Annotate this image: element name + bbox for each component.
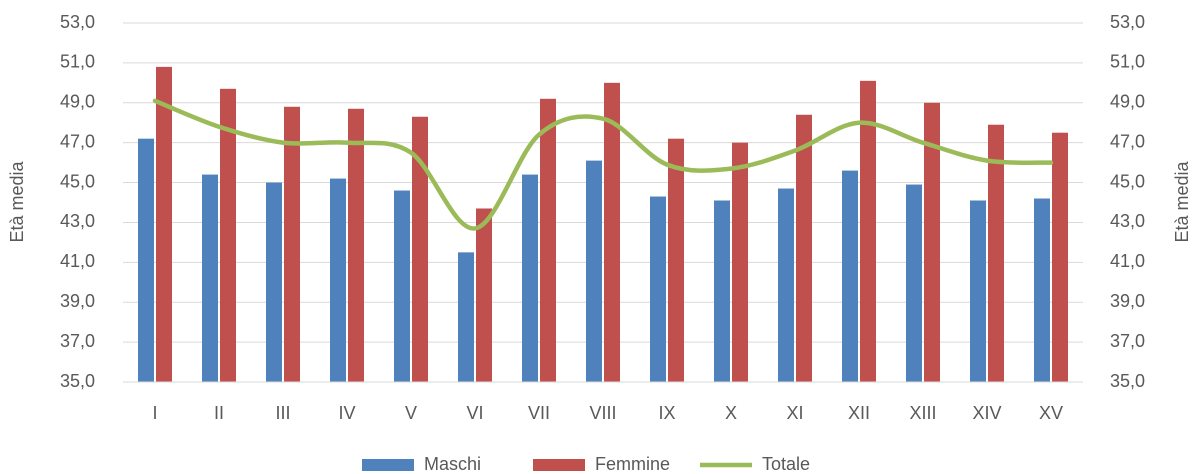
y-tick-label: 47,0: [60, 131, 95, 151]
bar: [924, 102, 940, 383]
y2-tick-label: 53,0: [1110, 12, 1145, 32]
y2-tick-label: 39,0: [1110, 291, 1145, 311]
bar: [348, 108, 364, 382]
bar: [650, 196, 666, 382]
bar: [330, 178, 346, 382]
bar: [266, 182, 282, 382]
y-tick-label: 37,0: [60, 331, 95, 351]
x-tick-label: XV: [1039, 403, 1063, 423]
bar: [1034, 198, 1050, 382]
bar: [138, 138, 154, 382]
x-tick-label: II: [214, 403, 224, 423]
y-axis-title: Età media: [7, 160, 27, 242]
bar: [988, 124, 1004, 382]
legend-swatch: [362, 459, 414, 471]
bar: [842, 170, 858, 382]
bar: [604, 82, 620, 382]
bar: [284, 106, 300, 383]
y-tick-label: 41,0: [60, 251, 95, 271]
y-tick-label: 49,0: [60, 92, 95, 112]
x-tick-label: XI: [786, 403, 803, 423]
x-tick-label: VII: [528, 403, 550, 423]
x-tick-label: X: [725, 403, 737, 423]
y2-tick-label: 37,0: [1110, 331, 1145, 351]
y2-axis-title: Età media: [1172, 160, 1192, 242]
y2-tick-label: 43,0: [1110, 211, 1145, 231]
y2-tick-label: 45,0: [1110, 171, 1145, 191]
bar: [796, 114, 812, 382]
legend-swatch: [533, 459, 585, 471]
bar: [668, 138, 684, 382]
x-tick-label: IX: [658, 403, 675, 423]
x-tick-label: VIII: [589, 403, 616, 423]
bar: [970, 200, 986, 382]
y-tick-label: 53,0: [60, 12, 95, 32]
x-tick-label: XII: [848, 403, 870, 423]
bar: [202, 174, 218, 382]
bar: [540, 98, 556, 383]
y2-tick-label: 51,0: [1110, 52, 1145, 72]
line: [152, 98, 1054, 231]
bar: [906, 184, 922, 382]
bar: [458, 252, 474, 382]
y2-tick-label: 35,0: [1110, 371, 1145, 391]
bar: [522, 174, 538, 382]
bar: [586, 160, 602, 382]
legend-label: Totale: [762, 454, 810, 474]
bar: [476, 208, 492, 382]
y-tick-label: 45,0: [60, 171, 95, 191]
bar: [220, 88, 236, 383]
legend-label: Maschi: [424, 454, 481, 474]
y2-tick-label: 47,0: [1110, 131, 1145, 151]
bar: [156, 66, 172, 382]
y-tick-label: 35,0: [60, 371, 95, 391]
y2-tick-label: 49,0: [1110, 92, 1145, 112]
x-tick-label: V: [405, 403, 417, 423]
x-tick-label: XIII: [909, 403, 936, 423]
y-tick-label: 43,0: [60, 211, 95, 231]
bar: [394, 190, 410, 382]
x-tick-label: I: [152, 403, 157, 423]
y-tick-label: 51,0: [60, 52, 95, 72]
y-tick-label: 39,0: [60, 291, 95, 311]
x-tick-label: VI: [466, 403, 483, 423]
x-tick-label: XIV: [972, 403, 1001, 423]
legend-label: Femmine: [595, 454, 670, 474]
bar: [860, 80, 876, 382]
bar: [412, 116, 428, 382]
bar: [778, 188, 794, 382]
x-tick-label: IV: [338, 403, 355, 423]
bar: [732, 142, 748, 382]
y2-tick-label: 41,0: [1110, 251, 1145, 271]
x-tick-label: III: [275, 403, 290, 423]
bar: [1052, 132, 1068, 382]
bar: [714, 200, 730, 382]
